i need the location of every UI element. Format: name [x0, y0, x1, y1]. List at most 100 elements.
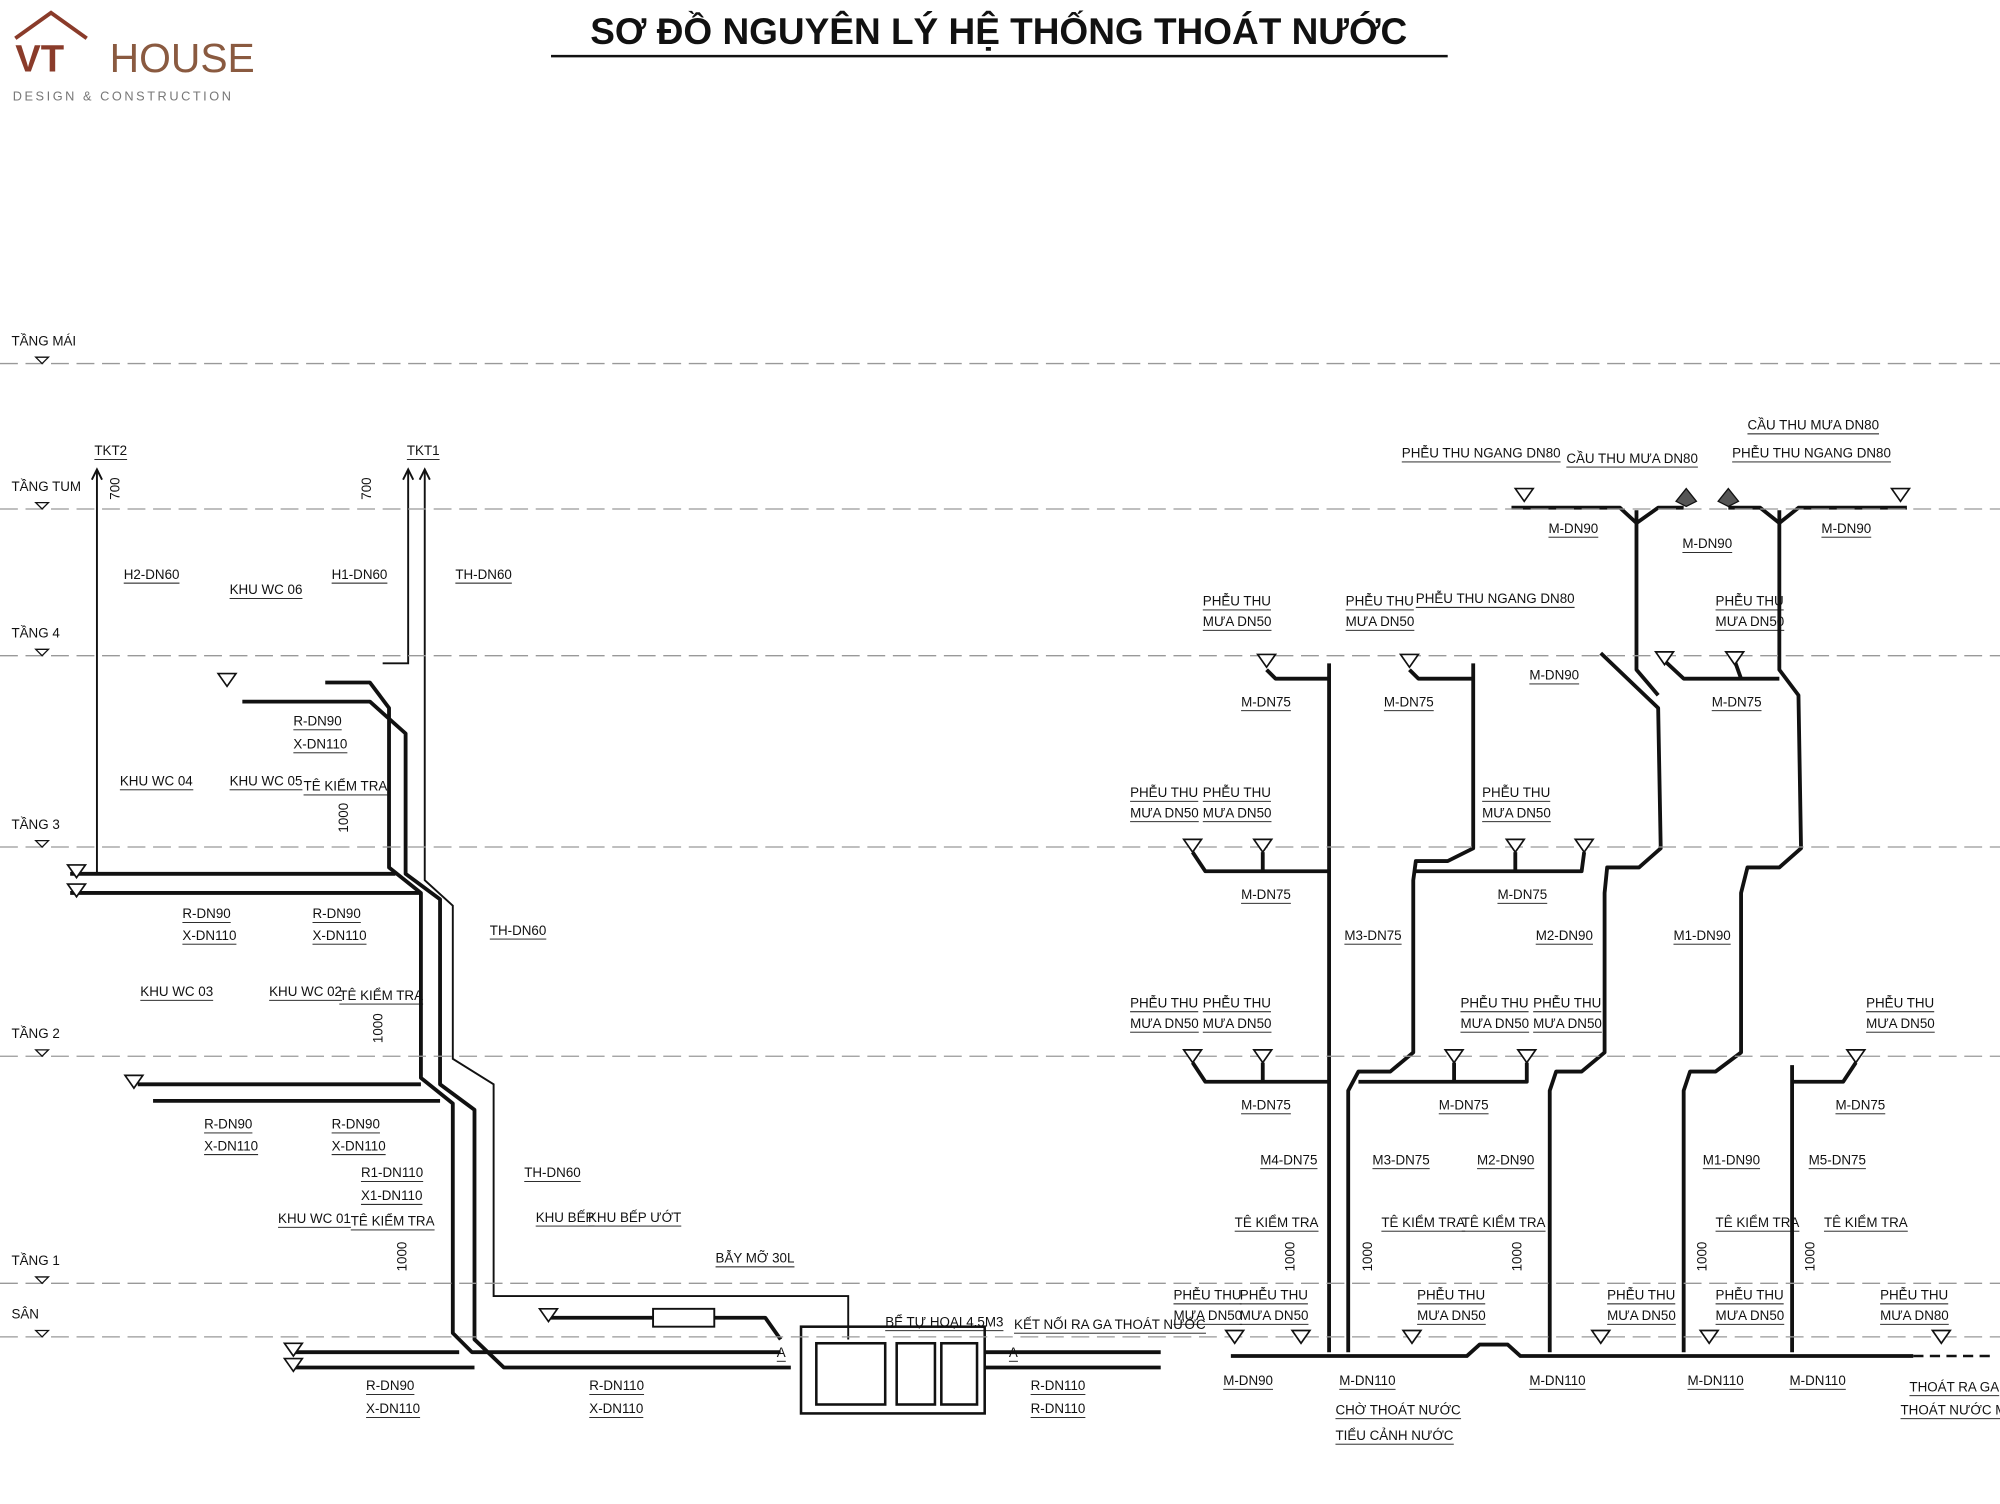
- label: PHỄU THU: [1716, 1288, 1784, 1303]
- drain-funnel: [1516, 1049, 1538, 1065]
- label: X-DN110: [366, 1401, 420, 1416]
- label: PHỄU THU: [1130, 785, 1198, 800]
- label: PHỄU THU: [1203, 785, 1271, 800]
- label: R-DN110: [589, 1378, 644, 1393]
- label: 1000: [1360, 1242, 1375, 1272]
- label: 700: [359, 477, 374, 499]
- drain-funnel: [1182, 1049, 1204, 1065]
- drain-funnel: [1724, 651, 1746, 667]
- label: MƯA DN50: [1173, 1308, 1242, 1323]
- label: M1-DN90: [1703, 1152, 1760, 1167]
- label: CHỜ THOÁT NƯỚC: [1335, 1402, 1461, 1417]
- label: MƯA DN50: [1533, 1016, 1602, 1031]
- level-marker: [34, 1049, 51, 1058]
- logo-word: HOUSE: [110, 35, 255, 81]
- drain-funnel: [66, 864, 88, 880]
- drain-funnel: [66, 883, 88, 899]
- level-marker: [34, 356, 51, 365]
- label: PHỄU THU: [1203, 594, 1271, 609]
- label: MƯA DN50: [1240, 1308, 1309, 1323]
- label: M-DN110: [1790, 1373, 1846, 1388]
- label: M-DN90: [1529, 668, 1579, 683]
- drain-funnel: [1256, 653, 1278, 669]
- label: TÊ KIỂM TRA: [1824, 1215, 1908, 1230]
- label: KHU WC 06: [230, 582, 303, 597]
- label: M-DN110: [1688, 1373, 1744, 1388]
- level-marker: [34, 1276, 51, 1285]
- label: PHỄU THU: [1533, 995, 1601, 1010]
- drain-funnel: [1443, 1049, 1465, 1065]
- drain-funnel: [216, 672, 238, 688]
- level-label: SÂN: [11, 1307, 39, 1322]
- label: TÊ KIỂM TRA: [1235, 1215, 1319, 1230]
- label: M-DN110: [1529, 1373, 1585, 1388]
- drain-funnel: [1401, 1329, 1423, 1345]
- label: R-DN90: [182, 906, 230, 921]
- drain-funnel: [1654, 651, 1676, 667]
- level-marker: [34, 1329, 51, 1338]
- label: M1-DN90: [1673, 928, 1730, 943]
- label: KHU WC 03: [140, 984, 213, 999]
- level-marker: [34, 648, 51, 657]
- drain-funnel: [1252, 838, 1274, 854]
- label: M3-DN75: [1344, 928, 1401, 943]
- label: M-DN75: [1497, 887, 1547, 902]
- label: MƯA DN50: [1417, 1308, 1486, 1323]
- label: 1000: [370, 1013, 385, 1043]
- label: PHỄU THU NGANG DN80: [1416, 591, 1575, 606]
- drain-funnel: [282, 1342, 304, 1358]
- label: MƯA DN50: [1482, 805, 1551, 820]
- label: TH-DN60: [524, 1165, 580, 1180]
- drain-funnel: [1224, 1329, 1246, 1345]
- drain-funnel: [282, 1357, 304, 1373]
- drain-funnel: [123, 1074, 145, 1090]
- label: MƯA DN50: [1203, 805, 1272, 820]
- label: 1000: [1282, 1242, 1297, 1272]
- label: 1000: [1509, 1242, 1524, 1272]
- label: PHỄU THU: [1460, 995, 1528, 1010]
- label: M-DN75: [1241, 694, 1291, 709]
- label: 1000: [1803, 1242, 1818, 1272]
- label: X-DN110: [312, 928, 366, 943]
- title: SƠ ĐỒ NGUYÊN LÝ HỆ THỐNG THOÁT NƯỚC: [590, 10, 1407, 52]
- label: KHU BẾP: [536, 1210, 595, 1225]
- label: MƯA DN50: [1203, 614, 1272, 629]
- label: MƯA DN50: [1607, 1308, 1676, 1323]
- logo-roof: [14, 10, 88, 40]
- label: X-DN110: [332, 1138, 386, 1153]
- label: M-DN75: [1384, 694, 1434, 709]
- label: R-DN90: [366, 1378, 414, 1393]
- label: X-DN110: [293, 737, 347, 752]
- label: R-DN90: [332, 1117, 380, 1132]
- label: THOÁT RA GA: [1909, 1379, 1999, 1394]
- label: KẾT NỐI RA GA THOÁT NƯỚC: [1014, 1317, 1206, 1332]
- label: BỂ TỰ HOẠI 4.5M3: [885, 1314, 1003, 1329]
- label: MƯA DN50: [1346, 614, 1415, 629]
- level-label: TẦNG MÁI: [11, 333, 76, 348]
- label: PHỄU THU: [1482, 785, 1550, 800]
- pipes: [70, 469, 1997, 1415]
- label: TÊ KIỂM TRA: [304, 779, 388, 794]
- label: R-DN110: [1031, 1401, 1086, 1416]
- level-label: TẦNG 3: [11, 817, 59, 832]
- label: 1000: [395, 1242, 410, 1272]
- label: X1-DN110: [361, 1188, 422, 1203]
- drain-funnel: [1513, 487, 1535, 503]
- label: 700: [108, 477, 123, 499]
- label: TÊ KIỂM TRA: [1462, 1215, 1546, 1230]
- level-label: TẦNG 1: [11, 1253, 59, 1268]
- label: CẦU THU MƯA DN80: [1566, 451, 1698, 466]
- label: KHU WC 02: [269, 984, 342, 999]
- label: PHỄU THU: [1866, 995, 1934, 1010]
- label: M-DN90: [1223, 1373, 1273, 1388]
- label: TH-DN60: [490, 923, 546, 938]
- label: M-DN75: [1712, 694, 1762, 709]
- label: PHỄU THU: [1173, 1288, 1241, 1303]
- label: H2-DN60: [124, 567, 180, 582]
- label: TÊ KIỂM TRA: [351, 1214, 435, 1229]
- label: TÊ KIỂM TRA: [1381, 1215, 1465, 1230]
- drain-funnel: [1252, 1049, 1274, 1065]
- vent-arrow: [418, 467, 431, 481]
- drain-funnel: [1290, 1329, 1312, 1345]
- label: R-DN90: [293, 714, 341, 729]
